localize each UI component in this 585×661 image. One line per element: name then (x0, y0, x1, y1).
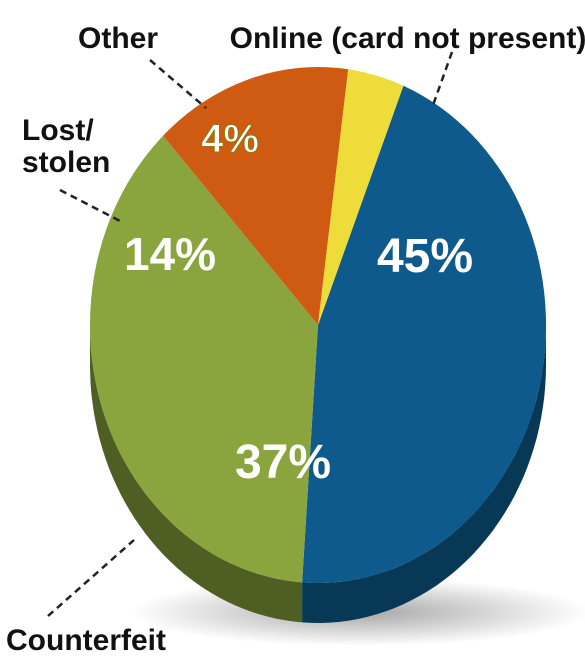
pie-slice-counterfeit (89, 135, 319, 583)
value-label-online-card-not-present: 45% (377, 230, 473, 283)
value-label-counterfeit: 37% (235, 436, 331, 489)
leader-line-other (149, 59, 207, 109)
pie-slice-lost-stolen (163, 67, 349, 325)
pie-side-counterfeit (90, 325, 303, 623)
leader-lines (47, 51, 454, 617)
pie-side-online-card-not-present (302, 325, 546, 623)
value-labels: 45% 37% 14% 4% (124, 117, 473, 490)
pie-sides (90, 325, 546, 623)
value-label-lost-stolen: 14% (124, 228, 216, 280)
category-label-counterfeit: Counterfeit (6, 624, 166, 657)
category-labels: Online (card not present) Counterfeit Lost… (6, 22, 585, 657)
leader-line-online-card-not-present (430, 51, 454, 109)
value-label-other: 4% (201, 117, 259, 161)
pie-slice-online-card-not-present (302, 85, 547, 584)
leader-line-counterfeit (47, 539, 135, 617)
pie-slices (89, 67, 547, 584)
category-label-other: Other (78, 22, 158, 55)
category-label-lost-stolen-line-2: stolen (22, 146, 110, 179)
category-label-lost-stolen-line-1: Lost/ (22, 114, 94, 147)
category-label-online-card-not-present: Online (card not present) (230, 22, 585, 55)
pie-slice-other (318, 69, 404, 325)
